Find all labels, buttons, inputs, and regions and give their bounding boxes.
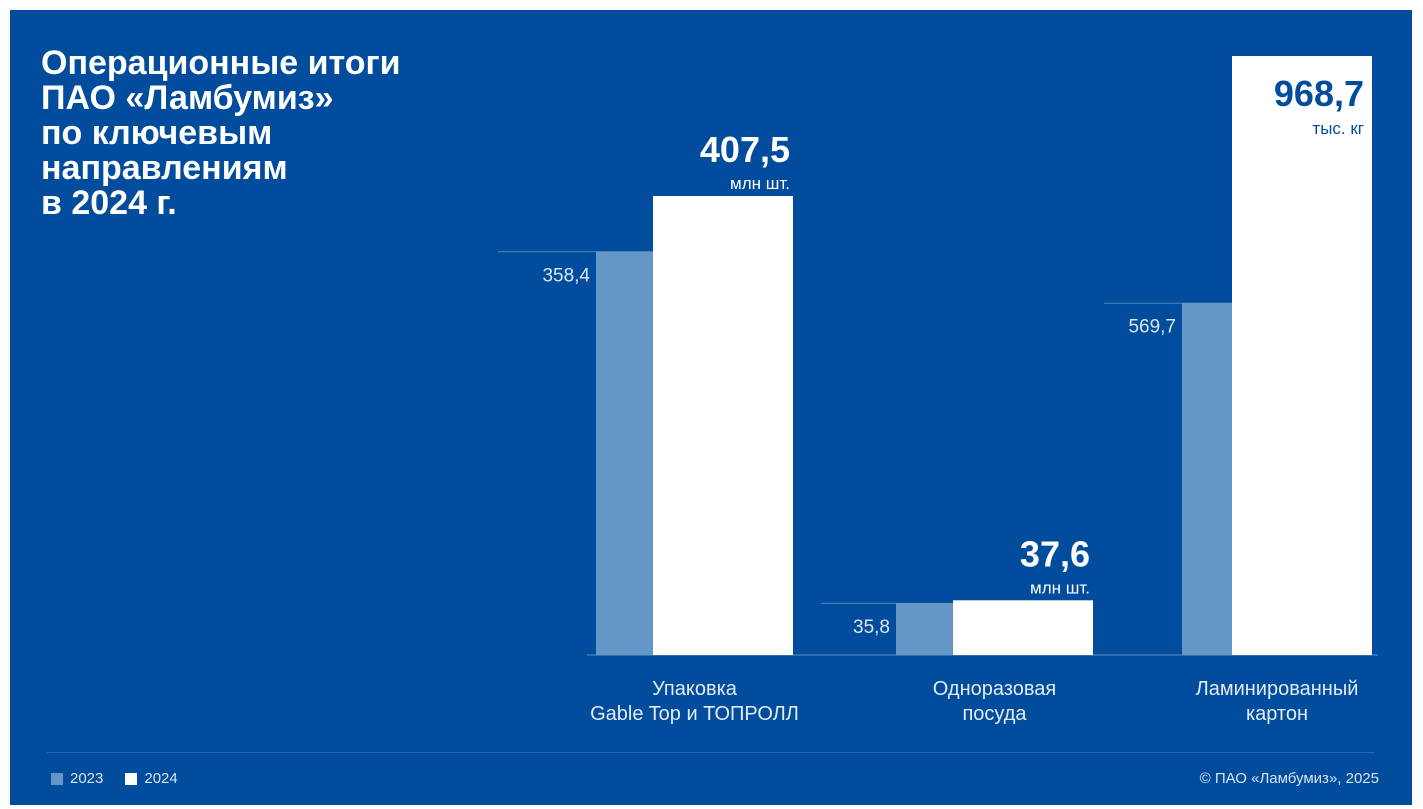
legend-swatch-2023 [51,772,63,785]
group3-category-line: Ламинированный [1196,678,1359,700]
group2-label-2023: 35,8 [853,617,890,638]
group3-category-label: Ламинированный картон [1196,678,1359,725]
legend-label-2024: 2024 [144,770,178,787]
group3-category-line: картон [1246,703,1308,725]
group2-bar-2023 [896,602,953,655]
group2-label-2024: 37,6 [1020,533,1090,574]
chart-layer: 358,4 407,5 млн шт. Упаковка Gable Top и ТОП… [498,56,1378,725]
group2-unit-2024: млн шт. [1030,578,1090,597]
legend-label-2023: 2023 [70,770,104,787]
group1-label-2024: 407,5 [700,129,790,170]
group1-category-line: Упаковка [652,678,738,700]
slide: Операционные итоги ПАО «Ламбумиз» по клю… [10,10,1412,805]
group3-bar-2024 [1232,56,1372,655]
group1-category-label: Упаковка Gable Top и ТОПРОЛЛ [590,678,799,725]
group2-category-label: Одноразовая посуда [933,678,1056,725]
legend-swatch-2024 [125,772,138,785]
group3-label-2023: 569,7 [1128,317,1176,338]
legend-item-2023: 2023 [51,770,103,787]
group1-category-line: Gable Top и ТОПРОЛЛ [590,703,799,725]
group2-category-line: посуда [962,703,1027,725]
group1-label-2023: 358,4 [542,265,590,286]
group2-category-line: Одноразовая [933,678,1056,700]
legend-item-2024: 2024 [125,770,178,787]
group1-bar-2024 [653,196,793,655]
legend: 2023 2024 [51,770,178,787]
group1-unit-2024: млн шт. [730,174,790,193]
group3-bar-2023 [1182,302,1232,655]
slide-title: Операционные итоги ПАО «Ламбумиз» по клю… [41,44,401,222]
group3-unit-2024: тыс. кг [1312,119,1364,138]
bar-chart: 358,4 407,5 млн шт. Упаковка Gable Top и ТОП… [498,56,1378,725]
copyright: © ПАО «Ламбумиз», 2025 [1199,770,1379,787]
group3-label-2024: 968,7 [1274,73,1364,114]
group1-bar-2023 [596,251,653,655]
footer-divider [47,752,1375,753]
group2-bar-2024 [953,600,1093,655]
